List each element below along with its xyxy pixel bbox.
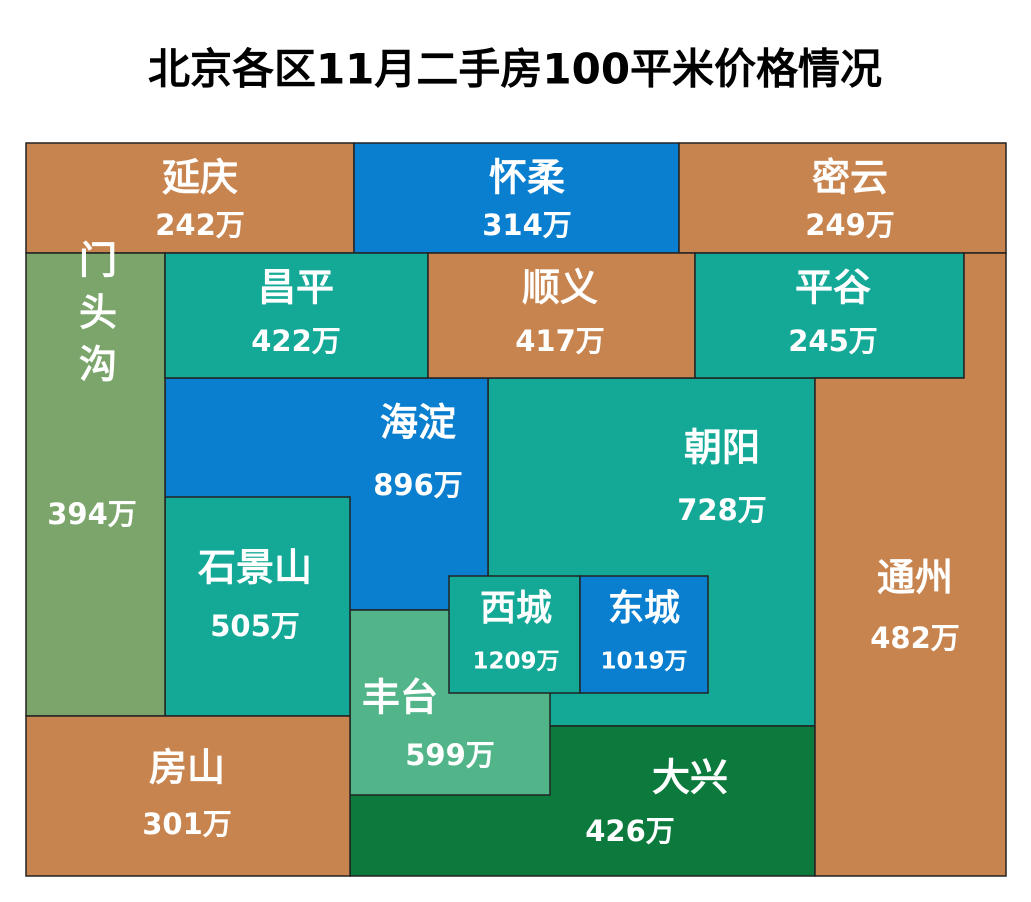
region-shijingshan bbox=[164, 496, 351, 717]
district-price: 599万 bbox=[405, 738, 495, 772]
district-price: 505万 bbox=[210, 609, 300, 643]
district-price: 394万 bbox=[47, 497, 137, 531]
title: 北京各区11月二手房100平米价格情况 bbox=[148, 45, 882, 94]
district-price: 417万 bbox=[515, 324, 605, 358]
district-price: 1209万 bbox=[472, 649, 559, 675]
district-name: 丰台 bbox=[362, 676, 438, 720]
district-price: 301万 bbox=[142, 807, 232, 841]
district-name: 怀柔 bbox=[489, 156, 565, 200]
district-name: 昌平 bbox=[258, 266, 334, 310]
district-price: 1019万 bbox=[600, 649, 687, 675]
district-price: 249万 bbox=[805, 208, 895, 242]
district-price: 245万 bbox=[788, 324, 878, 358]
district-name: 顺义 bbox=[522, 266, 598, 310]
district-name: 密云 bbox=[812, 156, 888, 200]
district-name: 西城 bbox=[480, 588, 552, 629]
district-name: 朝阳 bbox=[684, 426, 760, 470]
region-mentougou bbox=[25, 252, 166, 717]
district-name: 平谷 bbox=[795, 266, 871, 310]
region-tongzhou bbox=[814, 252, 1007, 877]
region-huairou bbox=[353, 142, 680, 254]
district-price: 896万 bbox=[373, 468, 463, 502]
district-name: 大兴 bbox=[652, 756, 728, 800]
district-price: 728万 bbox=[677, 493, 767, 527]
district-name: 房山 bbox=[149, 746, 225, 790]
district-price: 422万 bbox=[251, 324, 341, 358]
district-price: 426万 bbox=[585, 814, 675, 848]
district-name: 通州 bbox=[877, 556, 953, 600]
district-name: 东城 bbox=[608, 588, 680, 629]
district-name: 海淀 bbox=[380, 401, 456, 445]
district-name: 门头沟 bbox=[73, 240, 117, 396]
district-price: 314万 bbox=[482, 208, 572, 242]
district-price: 482万 bbox=[870, 621, 960, 655]
district-name: 延庆 bbox=[162, 156, 238, 200]
district-name: 石景山 bbox=[198, 546, 312, 590]
district-price: 242万 bbox=[155, 208, 245, 242]
region-fangshan bbox=[25, 715, 351, 877]
region-xicheng bbox=[448, 575, 581, 694]
region-dongcheng bbox=[579, 575, 709, 694]
region-pinggu bbox=[694, 252, 965, 379]
region-shunyi bbox=[427, 252, 696, 379]
